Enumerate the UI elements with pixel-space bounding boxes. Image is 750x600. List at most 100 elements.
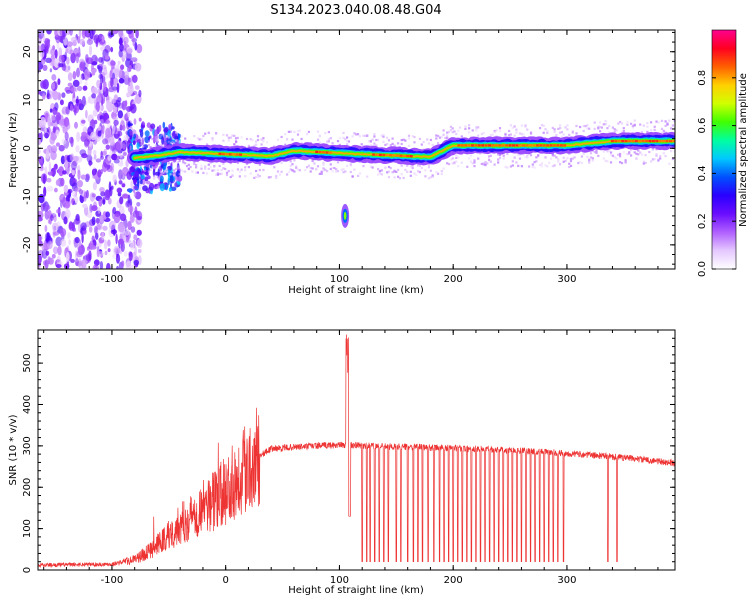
ridge-peak: [610, 139, 614, 143]
halo-cell: [653, 158, 656, 161]
halo-cell: [355, 133, 358, 136]
noise-speckle: [49, 135, 55, 145]
halo-cell: [258, 169, 261, 172]
ridge-peak: [395, 154, 399, 157]
noise-speckle: [54, 187, 58, 193]
halo-cell: [244, 169, 247, 172]
noise-speckle: [96, 242, 102, 248]
noise-speckle: [79, 61, 86, 72]
noise-speckle: [71, 160, 77, 171]
halo-cell: [526, 128, 529, 131]
halo-cell: [422, 140, 425, 144]
noise-speckle: [67, 188, 73, 194]
halo-cell: [609, 161, 613, 164]
noise-speckle: [111, 85, 118, 93]
noise-speckle: [52, 82, 56, 90]
halo-cell: [577, 161, 580, 165]
halo-cell: [147, 143, 150, 147]
halo-cell: [291, 163, 294, 166]
halo-cell: [608, 149, 611, 153]
noise-speckle: [121, 193, 129, 199]
ridge-peak: [556, 144, 560, 147]
halo-cell: [315, 168, 318, 171]
halo-cell: [509, 124, 512, 127]
noise-speckle: [104, 189, 111, 201]
noise-speckle: [118, 180, 123, 185]
halo-cell: [195, 171, 198, 174]
halo-cell: [391, 171, 394, 174]
halo-cell: [409, 174, 412, 177]
halo-cell: [295, 166, 298, 169]
halo-cell: [657, 121, 660, 124]
halo-cell: [147, 140, 150, 143]
noise-speckle: [68, 221, 73, 230]
halo-cell: [244, 166, 247, 169]
noise-speckle: [38, 148, 41, 155]
halo-cell: [205, 172, 209, 175]
halo-cell: [668, 119, 671, 122]
halo-cell: [579, 125, 582, 129]
halo-cell: [236, 161, 239, 164]
halo-cell: [158, 162, 161, 166]
halo-cell: [579, 160, 582, 164]
halo-cell: [619, 152, 622, 156]
noise-speckle: [130, 57, 138, 62]
halo-cell: [611, 126, 614, 129]
halo-cell: [497, 153, 500, 156]
halo-cell: [662, 131, 665, 134]
halo-cell: [475, 129, 478, 132]
noise-speckle: [38, 136, 42, 145]
halo-cell: [473, 161, 476, 164]
ridge-peak: [464, 144, 468, 147]
halo-cell: [573, 156, 576, 159]
halo-cell: [344, 138, 347, 141]
halo-cell: [238, 175, 241, 178]
halo-cell: [630, 154, 633, 157]
colorbar-tick-label: 0.6: [697, 118, 708, 134]
halo-cell: [626, 123, 629, 126]
halo-cell: [371, 166, 374, 169]
noise-speckle: [46, 185, 54, 192]
halo-cell: [431, 175, 434, 178]
transition-blob: [129, 130, 133, 136]
halo-cell: [400, 139, 403, 142]
halo-cell: [633, 119, 636, 122]
halo-cell: [204, 165, 207, 168]
noise-speckle: [118, 30, 124, 38]
noise-speckle: [102, 138, 109, 145]
noise-speckle: [121, 168, 127, 177]
halo-cell: [142, 173, 145, 176]
noise-speckle: [122, 230, 127, 242]
halo-cell: [429, 176, 432, 179]
noise-speckle: [61, 110, 65, 115]
halo-cell: [655, 154, 658, 157]
noise-speckle: [42, 93, 46, 100]
halo-cell: [617, 122, 620, 125]
halo-cell: [193, 135, 196, 138]
transition-blob: [134, 185, 138, 189]
snr-frame: [37, 329, 676, 571]
halo-cell: [386, 143, 389, 146]
halo-cell: [560, 131, 563, 134]
ridge-peak: [505, 144, 509, 147]
noise-speckle: [79, 38, 85, 46]
halo-cell: [540, 165, 543, 168]
halo-cell: [369, 144, 372, 147]
spectrogram-frame: [37, 29, 676, 270]
halo-cell: [245, 162, 249, 165]
halo-cell: [327, 140, 330, 143]
halo-cell: [171, 136, 174, 139]
halo-cell: [586, 124, 589, 127]
halo-cell: [646, 125, 649, 128]
noise-speckle: [93, 226, 98, 234]
noise-speckle: [95, 101, 100, 113]
ridge-peak: [218, 152, 222, 155]
noise-speckle: [74, 236, 80, 244]
transition-blob: [129, 145, 132, 151]
noise-speckle: [119, 213, 127, 222]
colorbar-tick-label: 0.0: [697, 261, 708, 277]
halo-cell: [358, 135, 361, 138]
halo-cell: [387, 165, 391, 169]
noise-speckle: [73, 107, 77, 116]
